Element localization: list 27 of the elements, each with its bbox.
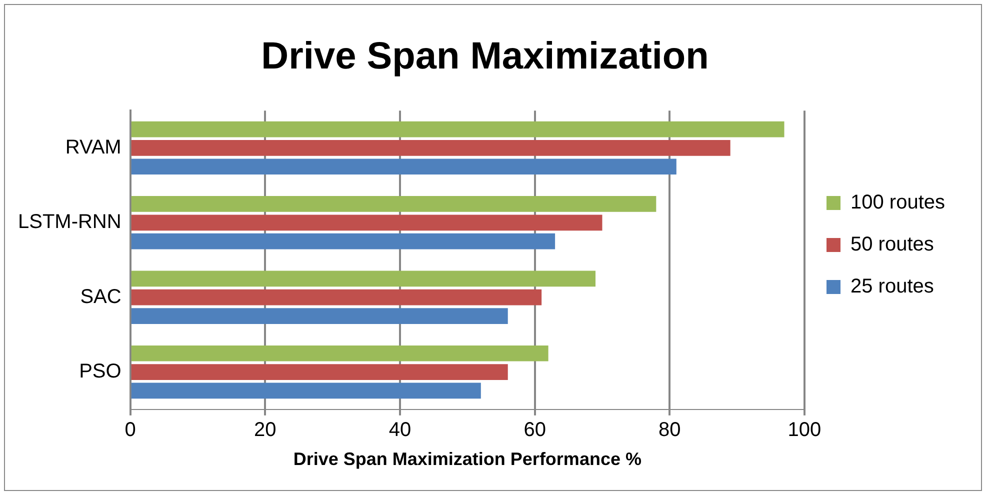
bar [131,382,481,399]
bar [131,364,508,380]
chart-title: Drive Span Maximization [261,35,709,78]
x-tick-label: 0 [124,418,136,441]
bar [131,158,676,175]
bar [131,140,730,156]
bar [131,289,542,306]
x-tick-label: 40 [388,418,412,441]
legend-label: 50 routes [850,234,934,256]
bar [131,214,602,231]
x-tick-label: 80 [658,418,681,441]
bar [131,308,508,324]
y-tick-label: LSTM-RNN [18,211,122,234]
bar [131,270,596,287]
bar [131,196,656,212]
x-tick-label: 60 [524,418,546,441]
x-tick-label: 100 [788,418,822,441]
y-tick-label: RVAM [65,136,122,158]
y-tick-label: SAC [80,286,122,308]
y-tick-label: PSO [79,360,122,383]
legend-label: 25 routes [850,276,934,298]
bar [131,345,548,362]
x-tick-label: 20 [254,418,276,441]
x-axis-title: Drive Span Maximization Performance % [293,449,642,470]
bar [131,121,784,138]
legend-label: 100 routes [850,192,946,214]
bar [131,233,556,250]
